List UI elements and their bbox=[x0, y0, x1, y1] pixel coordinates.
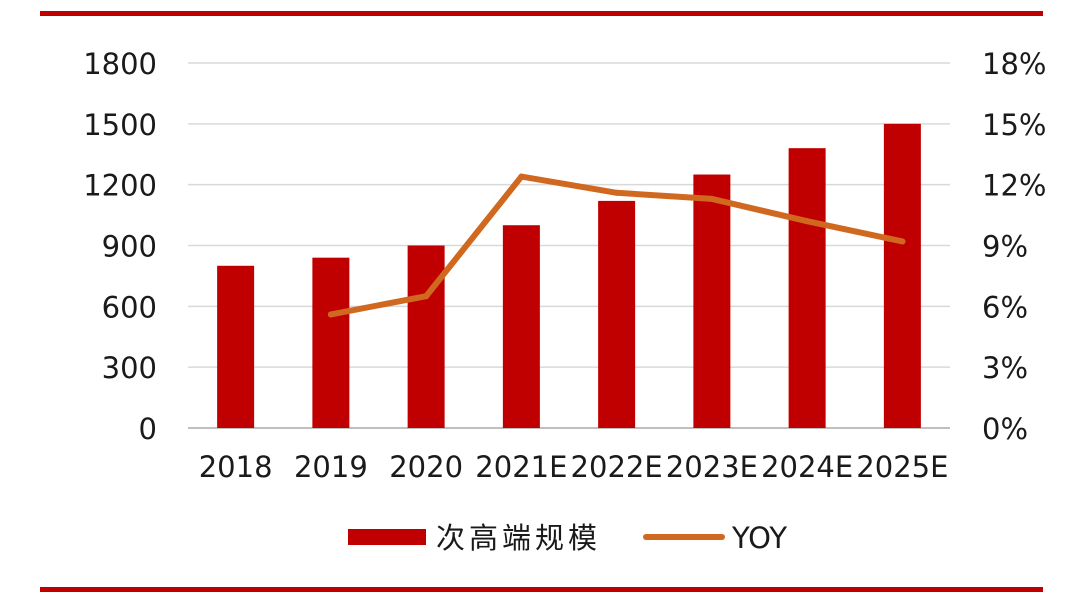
x-axis-tick-label: 2024E bbox=[761, 450, 853, 484]
right-axis-tick-label: 0% bbox=[982, 412, 1028, 446]
legend: 次高端规模 YOY bbox=[348, 521, 787, 555]
right-axis-tick-label: 15% bbox=[982, 108, 1046, 142]
yoy-point bbox=[518, 173, 525, 180]
bar bbox=[407, 245, 445, 428]
yoy-point bbox=[708, 195, 715, 202]
yoy-point bbox=[327, 311, 334, 318]
left-axis-tick-label: 300 bbox=[102, 351, 157, 385]
gridlines bbox=[188, 62, 950, 429]
left-axis-tick-label: 600 bbox=[102, 290, 157, 324]
right-axis-tick-label: 9% bbox=[982, 230, 1028, 264]
right-axis: 0% 3% 6% 9% 12% 15% 18% bbox=[982, 47, 1046, 446]
left-axis-tick-label: 900 bbox=[102, 230, 157, 264]
legend-bar-label: 次高端规模 bbox=[436, 521, 601, 555]
yoy-point bbox=[804, 218, 811, 225]
bar bbox=[883, 123, 921, 428]
right-axis-tick-label: 18% bbox=[982, 47, 1046, 81]
left-axis-tick-label: 1200 bbox=[83, 169, 157, 203]
x-axis-tick-label: 2020 bbox=[389, 450, 463, 484]
right-axis-tick-label: 3% bbox=[982, 351, 1028, 385]
x-axis-tick-label: 2025E bbox=[856, 450, 948, 484]
bar bbox=[788, 148, 826, 428]
x-axis: 2018 2019 2020 2021E 2022E 2023E 2024E 2025E bbox=[199, 450, 949, 484]
yoy-point bbox=[613, 189, 620, 196]
bar bbox=[693, 174, 731, 428]
x-axis-tick-label: 2019 bbox=[294, 450, 368, 484]
right-axis-tick-label: 6% bbox=[982, 290, 1028, 324]
x-axis-tick-label: 2023E bbox=[666, 450, 758, 484]
legend-bar-swatch bbox=[348, 529, 426, 545]
bar bbox=[312, 257, 350, 428]
x-axis-tick-label: 2021E bbox=[475, 450, 567, 484]
left-axis-tick-label: 0 bbox=[139, 412, 157, 446]
left-axis-tick-label: 1800 bbox=[83, 47, 157, 81]
x-axis-tick-label: 2018 bbox=[199, 450, 273, 484]
left-axis-tick-label: 1500 bbox=[83, 108, 157, 142]
bar bbox=[598, 200, 636, 428]
legend-line-label: YOY bbox=[731, 521, 787, 555]
bar-series bbox=[217, 123, 921, 428]
yoy-point bbox=[423, 293, 430, 300]
bar bbox=[502, 225, 540, 428]
x-axis-tick-label: 2022E bbox=[571, 450, 663, 484]
top-rule bbox=[40, 11, 1043, 16]
yoy-line-series bbox=[327, 173, 906, 318]
right-axis-tick-label: 12% bbox=[982, 169, 1046, 203]
yoy-point bbox=[899, 238, 906, 245]
bottom-rule bbox=[40, 587, 1043, 592]
left-axis: 0 300 600 900 1200 1500 1800 bbox=[83, 47, 157, 446]
bar bbox=[217, 265, 255, 428]
